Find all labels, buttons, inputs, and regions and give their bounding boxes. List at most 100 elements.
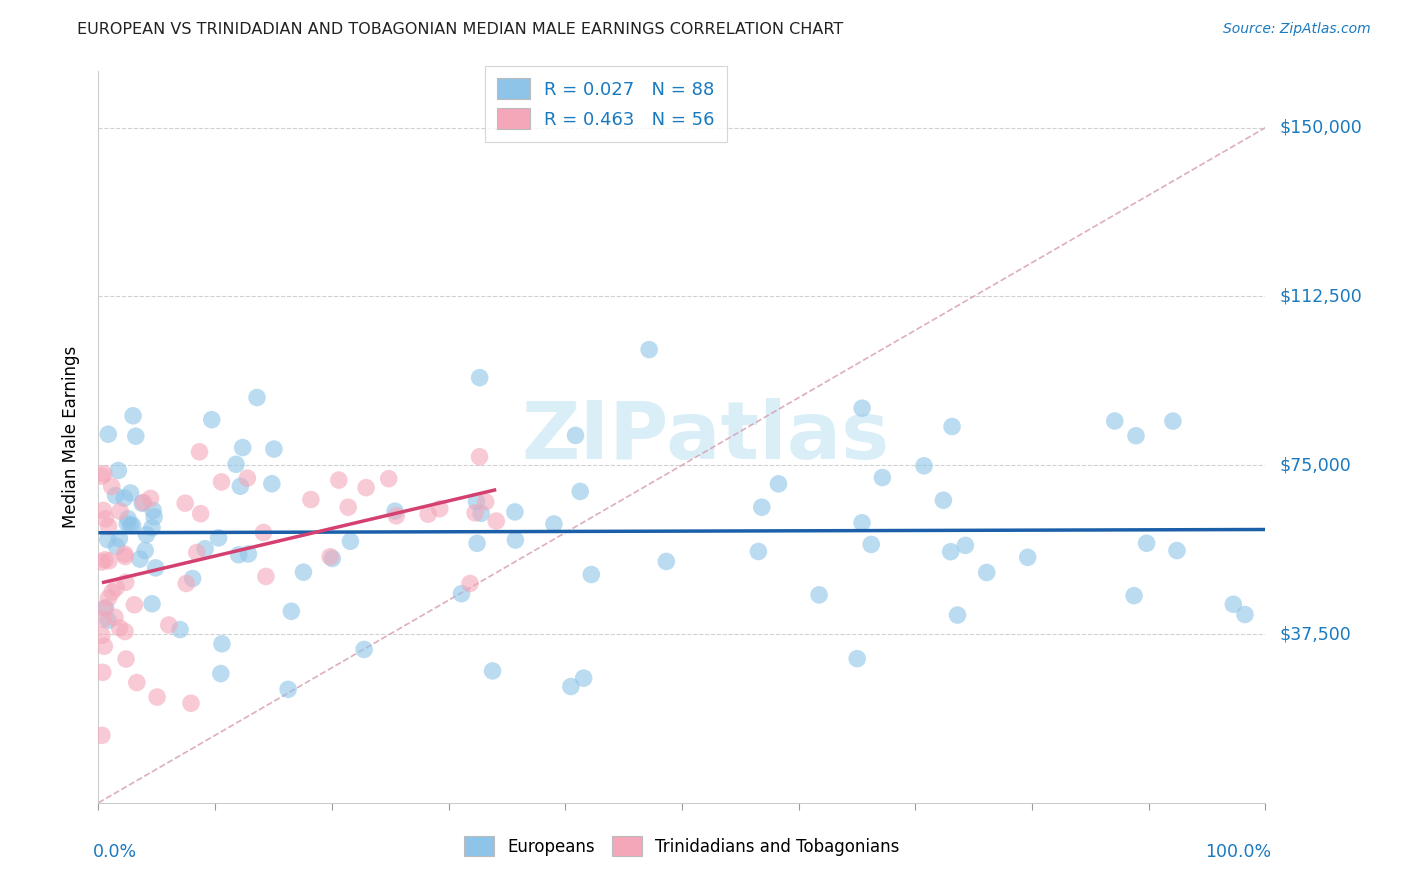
Point bbox=[93, 601, 115, 615]
Point bbox=[97, 427, 120, 442]
Point bbox=[337, 500, 360, 515]
Point bbox=[328, 473, 350, 487]
Point bbox=[280, 604, 302, 618]
Point bbox=[263, 442, 285, 456]
Point bbox=[143, 510, 166, 524]
Point bbox=[465, 494, 488, 508]
Point bbox=[114, 549, 136, 564]
Point bbox=[872, 470, 894, 484]
Point bbox=[768, 476, 790, 491]
Text: $150,000: $150,000 bbox=[1279, 119, 1362, 136]
Point bbox=[139, 491, 162, 506]
Point bbox=[186, 545, 208, 559]
Point bbox=[560, 680, 582, 694]
Point bbox=[503, 505, 526, 519]
Point bbox=[450, 587, 472, 601]
Point bbox=[97, 591, 120, 605]
Point bbox=[93, 503, 115, 517]
Point bbox=[201, 412, 224, 426]
Point bbox=[429, 501, 451, 516]
Point bbox=[228, 548, 250, 562]
Point bbox=[121, 518, 143, 533]
Point bbox=[135, 527, 157, 541]
Point bbox=[190, 507, 212, 521]
Text: Source: ZipAtlas.com: Source: ZipAtlas.com bbox=[1223, 22, 1371, 37]
Point bbox=[299, 492, 322, 507]
Point bbox=[93, 467, 115, 481]
Point bbox=[114, 547, 136, 561]
Point bbox=[955, 538, 977, 552]
Point bbox=[98, 554, 121, 568]
Point bbox=[474, 495, 496, 509]
Point bbox=[90, 728, 112, 742]
Y-axis label: Median Male Earnings: Median Male Earnings bbox=[62, 346, 80, 528]
Point bbox=[120, 518, 142, 533]
Point bbox=[90, 469, 112, 483]
Point bbox=[188, 445, 211, 459]
Point bbox=[464, 506, 486, 520]
Point bbox=[860, 537, 883, 551]
Point bbox=[94, 601, 117, 615]
Point bbox=[125, 429, 148, 443]
Point bbox=[339, 534, 361, 549]
Point bbox=[93, 612, 115, 626]
Point bbox=[1161, 414, 1184, 428]
Point bbox=[851, 516, 873, 530]
Point bbox=[481, 664, 503, 678]
Point bbox=[384, 504, 406, 518]
Point bbox=[115, 652, 138, 666]
Point bbox=[354, 481, 377, 495]
Point bbox=[808, 588, 831, 602]
Point bbox=[1123, 589, 1146, 603]
Point bbox=[94, 553, 117, 567]
Point bbox=[252, 525, 274, 540]
Point bbox=[572, 671, 595, 685]
Point bbox=[90, 555, 112, 569]
Point bbox=[211, 637, 233, 651]
Point bbox=[465, 536, 488, 550]
Point bbox=[124, 598, 146, 612]
Point bbox=[101, 585, 124, 599]
Point bbox=[238, 547, 260, 561]
Point bbox=[209, 666, 232, 681]
Point bbox=[132, 495, 155, 509]
Point bbox=[655, 554, 678, 568]
Point bbox=[468, 450, 491, 464]
Point bbox=[564, 428, 586, 442]
Text: 100.0%: 100.0% bbox=[1205, 843, 1271, 861]
Point bbox=[236, 471, 259, 485]
Point bbox=[1104, 414, 1126, 428]
Point bbox=[117, 512, 139, 526]
Point bbox=[122, 409, 145, 423]
Point bbox=[169, 623, 191, 637]
Point bbox=[292, 565, 315, 579]
Point bbox=[108, 532, 131, 546]
Point bbox=[254, 569, 277, 583]
Point bbox=[105, 540, 128, 554]
Point bbox=[543, 516, 565, 531]
Point bbox=[232, 441, 254, 455]
Point bbox=[1222, 597, 1244, 611]
Point bbox=[104, 610, 127, 624]
Point bbox=[174, 576, 197, 591]
Point bbox=[97, 613, 120, 627]
Point bbox=[505, 533, 527, 547]
Point bbox=[353, 642, 375, 657]
Point bbox=[90, 628, 112, 642]
Point bbox=[181, 572, 204, 586]
Point bbox=[846, 651, 869, 665]
Point bbox=[97, 533, 120, 547]
Point bbox=[107, 463, 129, 477]
Point bbox=[117, 516, 139, 531]
Point bbox=[194, 541, 217, 556]
Text: 0.0%: 0.0% bbox=[93, 843, 136, 861]
Point bbox=[946, 608, 969, 623]
Point bbox=[97, 519, 120, 533]
Point bbox=[125, 675, 148, 690]
Point bbox=[100, 479, 122, 493]
Point bbox=[569, 484, 592, 499]
Point bbox=[470, 506, 492, 520]
Point bbox=[468, 370, 491, 384]
Point bbox=[385, 508, 408, 523]
Point bbox=[145, 561, 167, 575]
